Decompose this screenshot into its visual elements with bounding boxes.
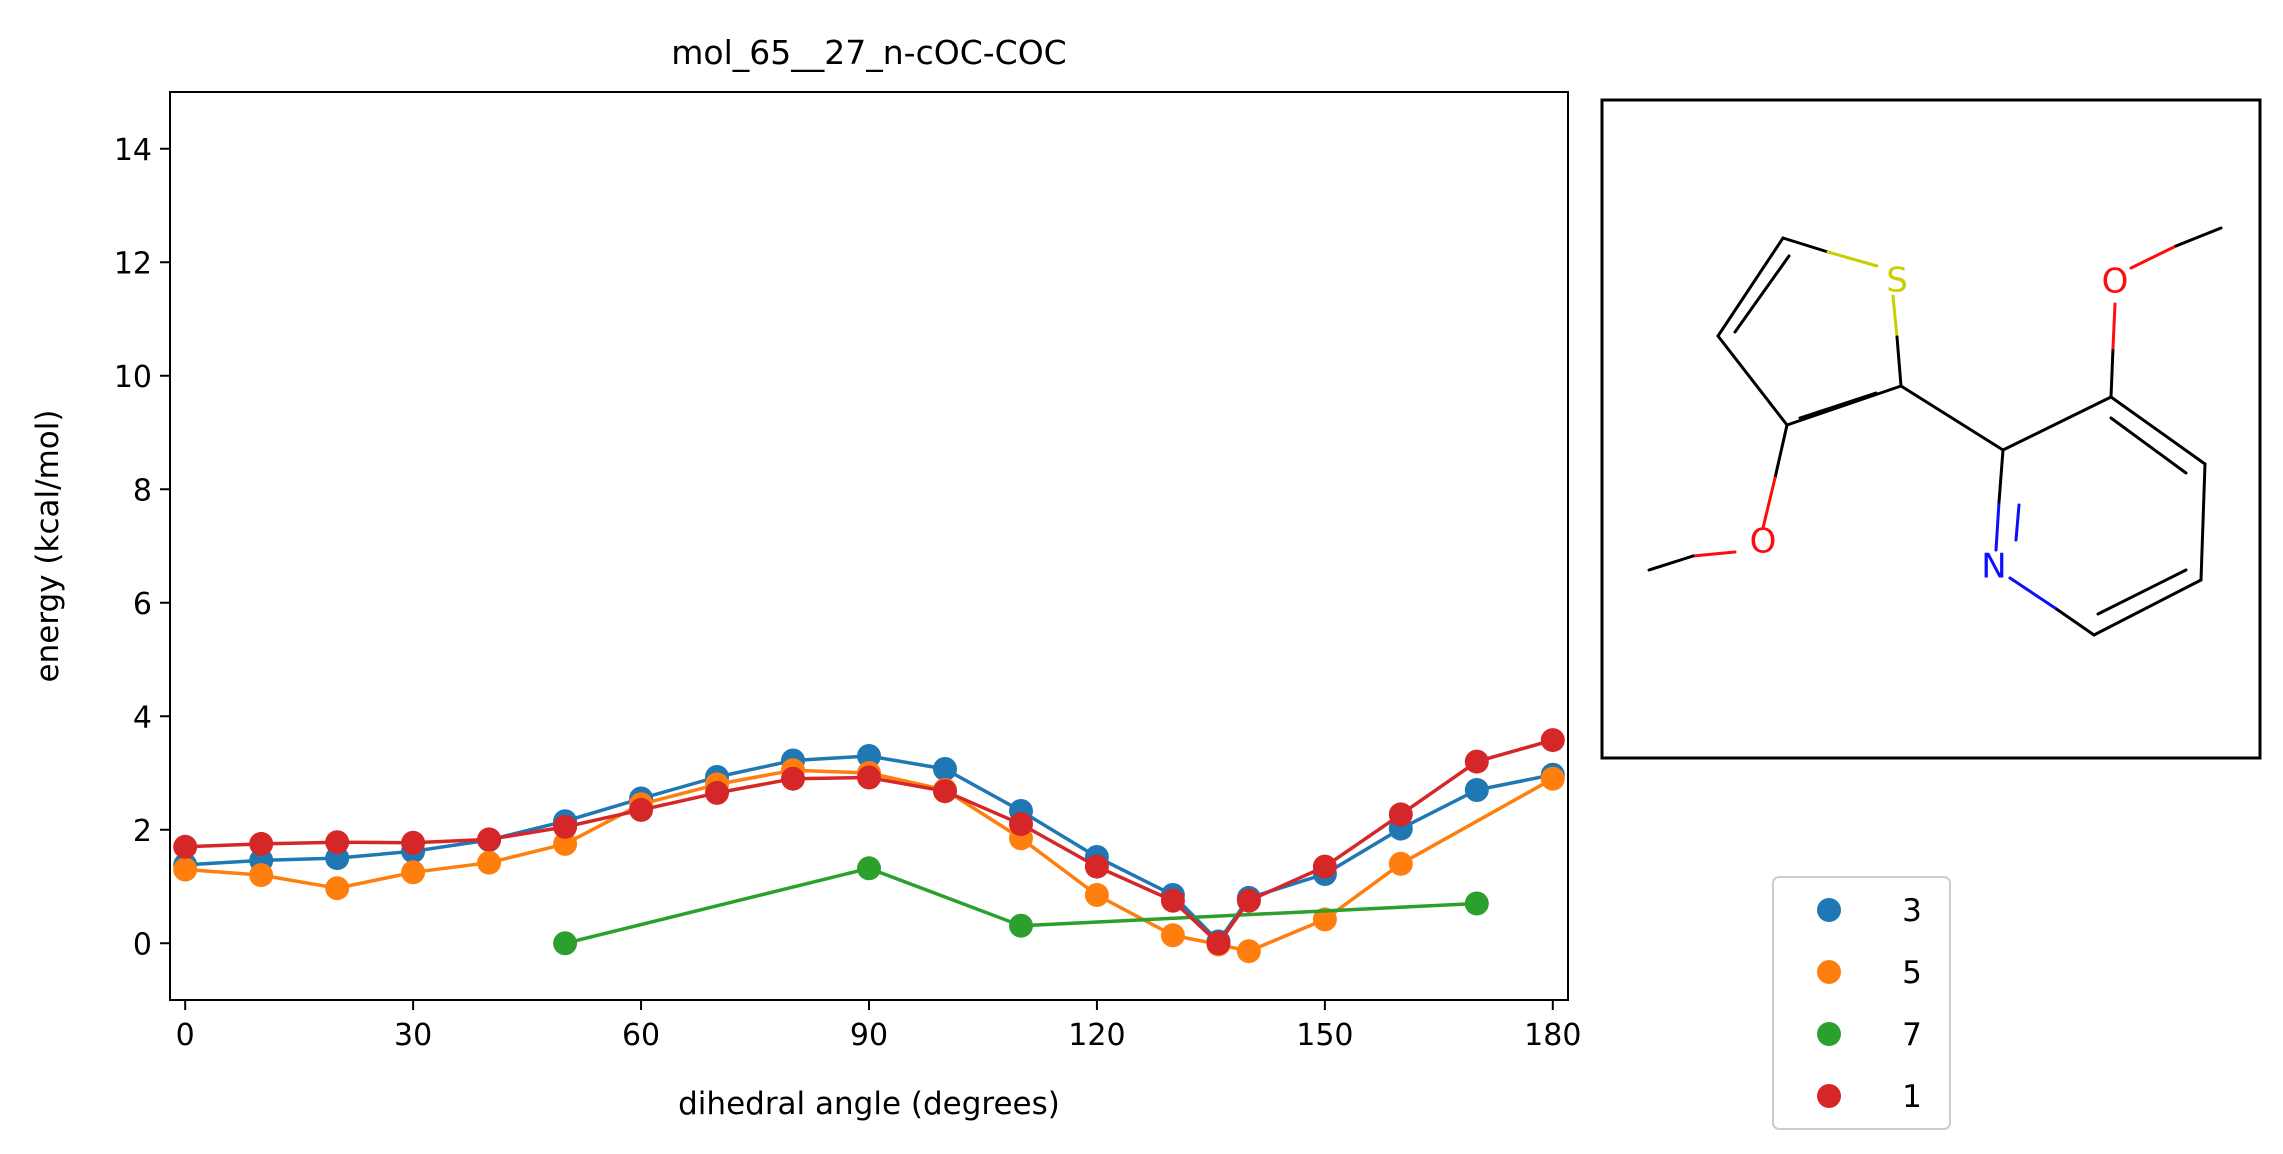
data-point (1388, 851, 1413, 876)
legend-label: 7 (1902, 1017, 1922, 1053)
plot-area: 0 30 60 90 120 150 180 0 2 4 6 8 10 12 14 (114, 91, 1581, 1053)
y-tick-label: 10 (114, 360, 152, 395)
legend-marker (1817, 898, 1841, 922)
y-tick-label: 12 (114, 246, 152, 281)
data-point (401, 860, 426, 885)
data-point (857, 744, 881, 768)
legend-label: 5 (1902, 955, 1922, 991)
data-point (325, 876, 350, 901)
data-point (781, 766, 805, 791)
series-layer (173, 728, 1565, 964)
atom-label-nitrogen: N (1981, 547, 2006, 587)
data-point (1464, 778, 1489, 802)
legend-item: 1 (1817, 1079, 1922, 1115)
legend-marker (1817, 960, 1841, 984)
molecule-structure-panel: S O O N (1600, 98, 2262, 760)
series-line (185, 754, 1554, 944)
legend-item: 5 (1817, 955, 1922, 991)
data-point (173, 857, 198, 882)
data-point (1009, 812, 1033, 837)
y-axis-label: energy (kcal/mol) (30, 410, 66, 683)
data-point (325, 830, 350, 855)
data-point (857, 765, 881, 790)
legend-label: 3 (1902, 893, 1922, 929)
molecule-frame (1600, 98, 2262, 760)
data-point (705, 780, 729, 805)
data-point (1464, 749, 1489, 774)
data-point (629, 797, 654, 822)
y-tick-label: 4 (133, 700, 152, 735)
atom-label-sulfur: S (1886, 261, 1908, 301)
data-point (1160, 888, 1185, 913)
atom-label-oxygen-pyridine: O (2102, 262, 2129, 302)
data-point (553, 931, 578, 956)
data-point (1312, 907, 1337, 932)
x-tick-label: 120 (1068, 1018, 1125, 1053)
series-7 (553, 856, 1489, 956)
data-point (249, 831, 274, 856)
plot-frame (169, 91, 1569, 1001)
data-point (173, 834, 198, 859)
legend-label: 1 (1902, 1079, 1922, 1115)
x-tick-label: 0 (176, 1018, 195, 1053)
legend: 3 5 7 1 (1772, 876, 1951, 1130)
y-tick-label: 0 (133, 927, 152, 962)
data-point (933, 779, 957, 804)
y-axis-ticks: 0 2 4 6 8 10 12 14 (114, 133, 170, 962)
x-tick-label: 60 (622, 1018, 660, 1053)
data-point (1206, 931, 1231, 956)
data-point (1312, 854, 1337, 879)
y-tick-label: 6 (133, 587, 152, 622)
atom-label-oxygen-thiophene: O (1750, 522, 1777, 562)
data-point (1540, 728, 1565, 753)
legend-marker (1817, 1022, 1841, 1046)
x-tick-label: 30 (394, 1018, 432, 1053)
y-tick-label: 2 (133, 814, 152, 849)
data-point (857, 856, 881, 881)
data-point (477, 850, 502, 875)
data-point (477, 827, 502, 852)
legend-marker (1817, 1084, 1841, 1108)
data-point (1084, 883, 1109, 907)
data-point (553, 814, 578, 839)
chart-title: mol_65__27_n-cOC-COC (671, 33, 1066, 72)
data-point (933, 757, 957, 781)
x-axis-ticks: 0 30 60 90 120 150 180 (176, 1000, 1581, 1053)
y-tick-label: 8 (133, 473, 152, 508)
data-point (1236, 888, 1261, 913)
series-1 (173, 728, 1565, 956)
data-point (553, 831, 578, 856)
data-point (1236, 939, 1261, 964)
data-point (249, 863, 274, 888)
legend-item: 7 (1817, 1017, 1922, 1053)
data-point (1540, 766, 1565, 791)
data-point (1388, 802, 1413, 827)
data-point (1464, 891, 1489, 916)
data-point (401, 830, 426, 855)
x-axis-label: dihedral angle (degrees) (678, 1086, 1060, 1122)
x-tick-label: 150 (1296, 1018, 1353, 1053)
legend-item: 3 (1817, 893, 1922, 929)
x-tick-label: 180 (1524, 1018, 1581, 1053)
legend-frame (1772, 876, 1951, 1130)
series-line (185, 738, 1554, 946)
molecule-atoms: S O O N (1750, 261, 2129, 587)
y-tick-label: 14 (114, 133, 152, 168)
x-tick-label: 90 (850, 1018, 888, 1053)
series-line (564, 866, 1477, 945)
data-point (1084, 854, 1109, 879)
data-point (1009, 913, 1033, 938)
molecule-bonds (1647, 226, 2223, 637)
data-point (1160, 923, 1185, 948)
